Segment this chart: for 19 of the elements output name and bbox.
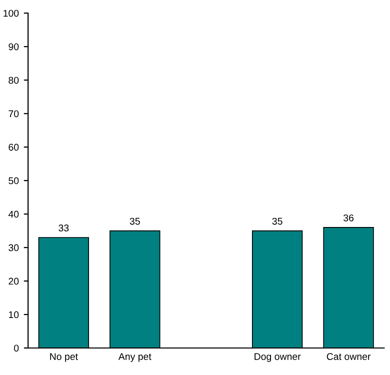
y-tick-label: 20: [8, 278, 19, 285]
y-tick-label: 90: [8, 43, 19, 50]
y-tick-label: 80: [8, 76, 19, 84]
x-tick-label: Dog owner: [254, 353, 301, 362]
y-tick-label: 60: [8, 144, 19, 151]
data-label: 36: [344, 214, 354, 222]
y-tick-label: 40: [8, 210, 19, 218]
y-tick-label: 0: [14, 344, 19, 352]
data-label: 35: [130, 218, 140, 225]
y-tick-label: 30: [8, 244, 19, 252]
x-tick-label: Cat owner: [326, 353, 371, 360]
y-tick-label: 10: [8, 311, 19, 318]
y-tick-label: 70: [8, 110, 19, 118]
y-tick-label: 100: [4, 10, 19, 17]
data-label: 35: [272, 218, 282, 225]
y-tick-label: 50: [8, 177, 19, 184]
data-label: 33: [58, 224, 69, 232]
x-tick-label: No pet: [50, 353, 78, 362]
x-tick-label: Any pet: [118, 353, 152, 362]
